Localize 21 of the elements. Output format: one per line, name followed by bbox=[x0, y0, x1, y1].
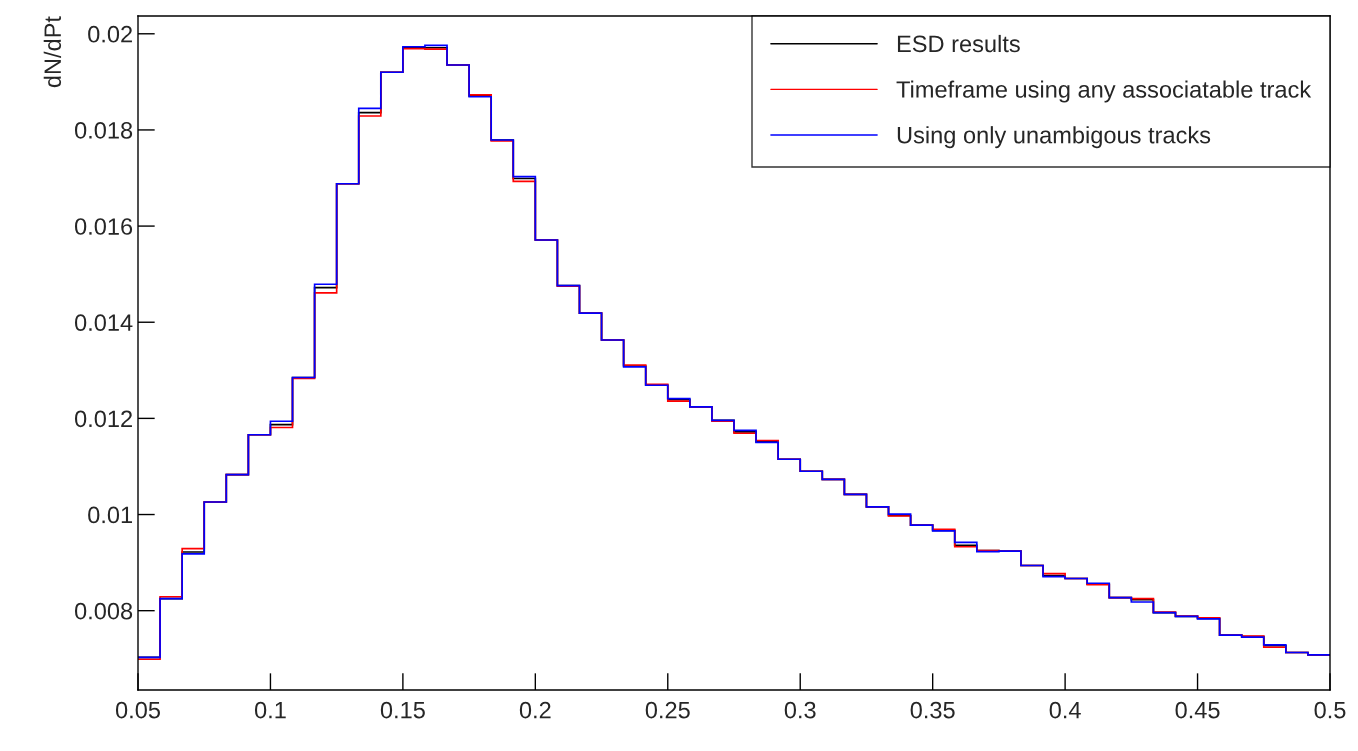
x-tick-label: 0.45 bbox=[1175, 701, 1220, 719]
x-tick-label: 0.05 bbox=[115, 701, 160, 719]
y-tick-label: 0.02 bbox=[88, 25, 132, 43]
y-tick-label: 0.016 bbox=[74, 218, 133, 235]
y-tick-label: 0.012 bbox=[74, 410, 132, 428]
y-tick-label: 0.014 bbox=[74, 314, 133, 332]
legend-label: Timeframe using any associatable track bbox=[896, 80, 1312, 103]
y-tick-label: 0.01 bbox=[88, 506, 132, 524]
legend-label: Using only unambigous tracks bbox=[897, 126, 1211, 149]
y-tick-label: 0.018 bbox=[74, 122, 133, 139]
x-tick-label: 0.4 bbox=[1049, 701, 1081, 719]
x-tick-label: 0.2 bbox=[519, 701, 551, 719]
x-tick-label: 0.15 bbox=[380, 701, 425, 719]
x-tick-label: 0.1 bbox=[254, 701, 286, 719]
y-tick-label: 0.008 bbox=[74, 602, 133, 620]
x-tick-label: 0.3 bbox=[784, 701, 816, 719]
x-tick-label: 0.35 bbox=[910, 701, 955, 719]
legend-label: ESD results bbox=[897, 34, 1020, 53]
x-tick-label: 0.25 bbox=[645, 701, 690, 719]
x-tick-label: 0.5 bbox=[1314, 701, 1346, 719]
y-axis-title: dN/dPt bbox=[43, 16, 62, 88]
